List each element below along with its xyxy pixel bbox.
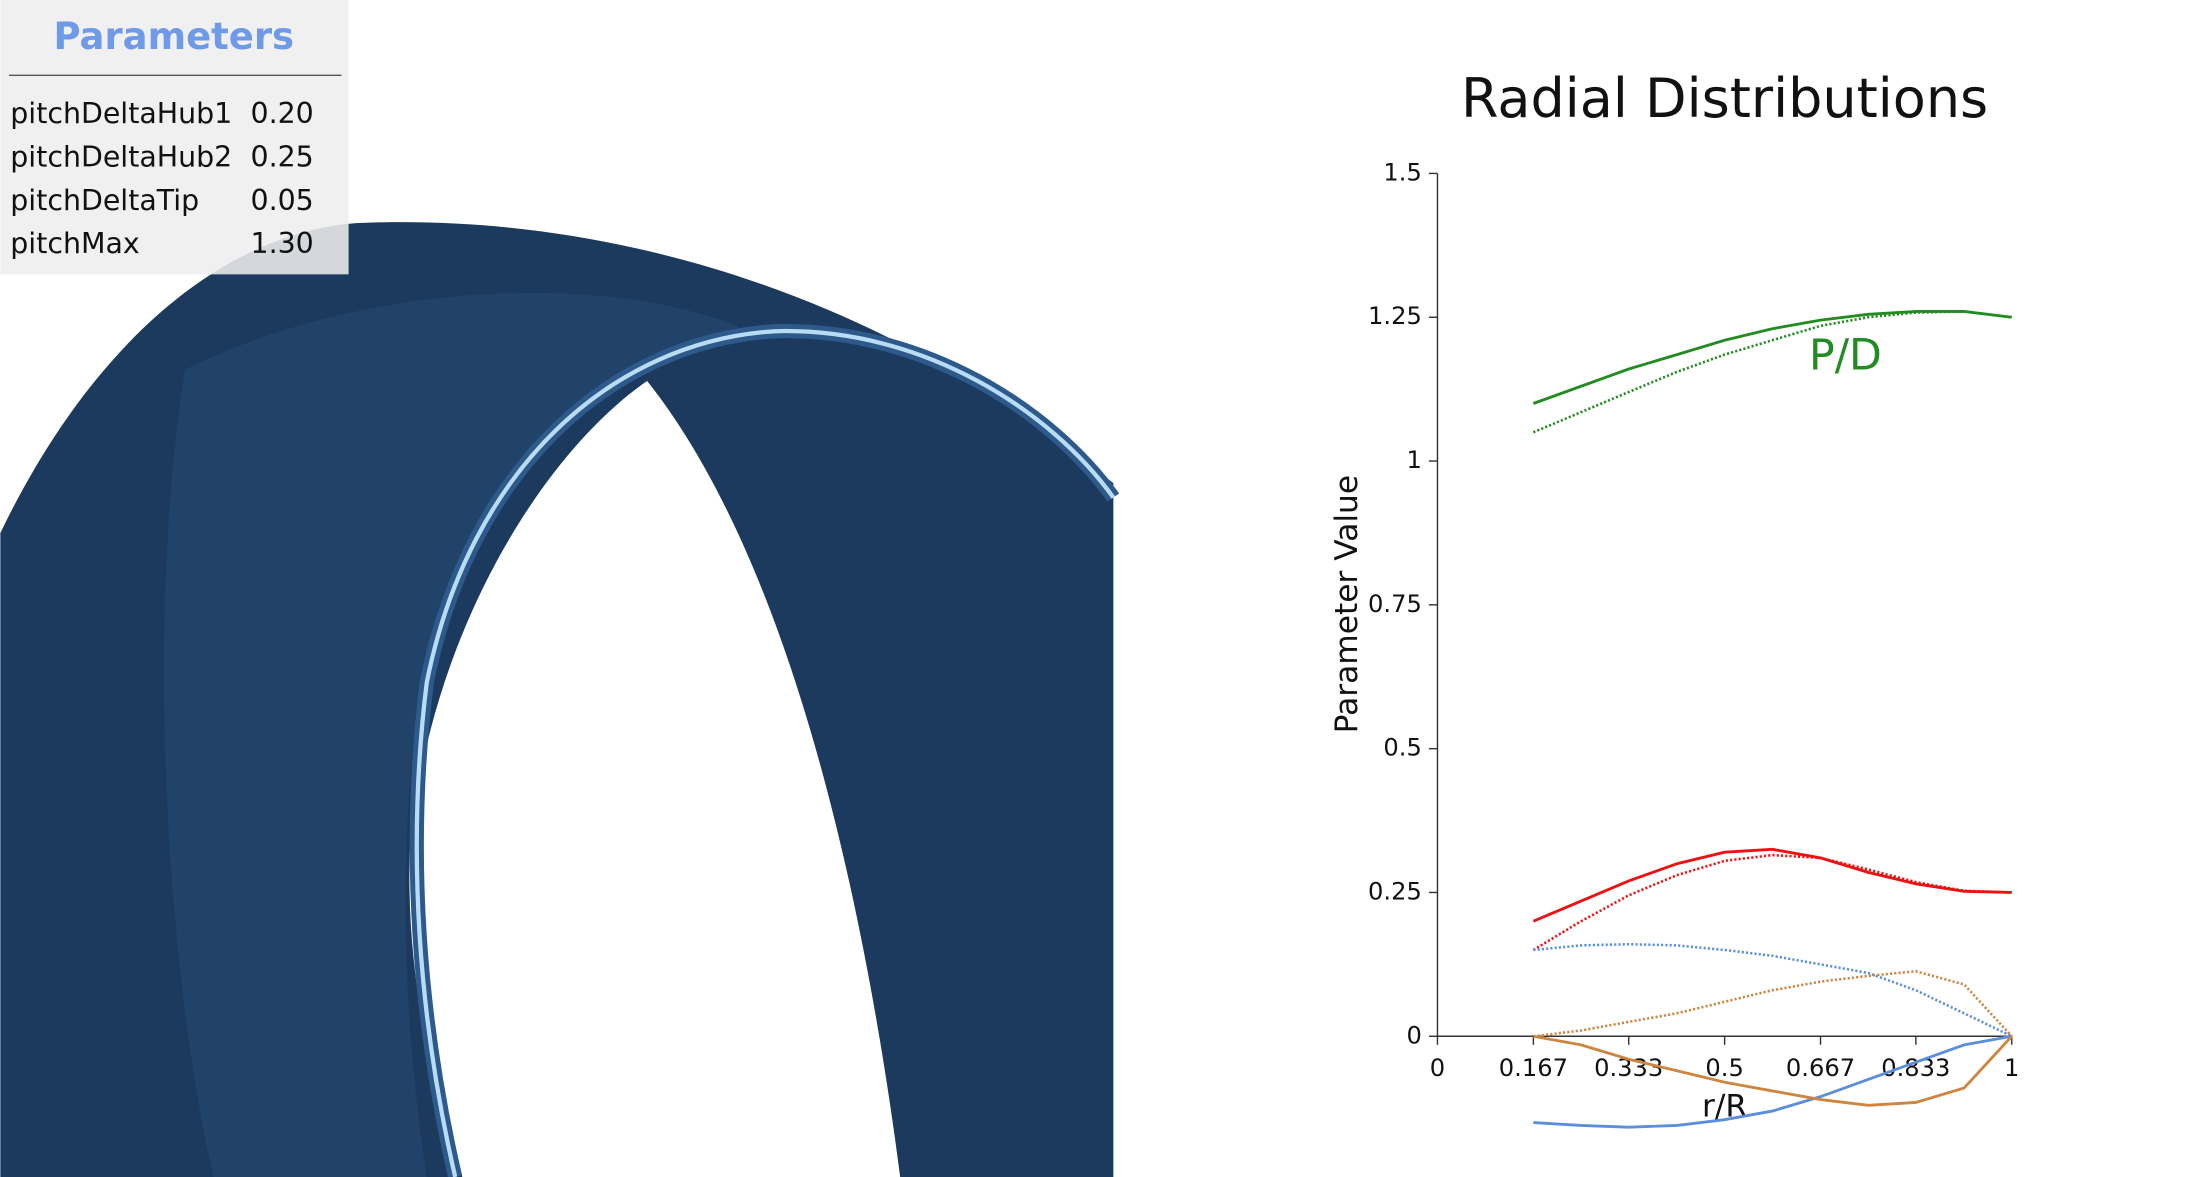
y-tick-label: 0.25 <box>1368 877 1422 905</box>
series-line <box>1532 310 2012 405</box>
x-tick-label: 0.5 <box>1705 1054 1743 1082</box>
y-tick-label: 0.75 <box>1368 590 1422 618</box>
param-name: pitchDeltaHub1 <box>10 97 232 130</box>
chart: Radial Distributions 0 0.25 0.5 0.75 1 1.25 1.5… <box>1329 67 2019 1129</box>
param-value: 0.25 <box>251 140 314 173</box>
series-line <box>1533 969 2013 1038</box>
param-value: 1.30 <box>251 227 314 260</box>
series-line <box>1533 1034 2013 1107</box>
series-line <box>1532 853 2012 952</box>
x-tick-label: 0 <box>1430 1054 1445 1082</box>
x-tick-label: 0.833 <box>1881 1054 1950 1082</box>
y-tick-label: 1.25 <box>1368 302 1422 330</box>
param-name: pitchDeltaHub2 <box>10 140 232 173</box>
y-axis-label: Parameter Value <box>1329 475 1365 733</box>
param-value: 0.05 <box>251 184 314 217</box>
chart-title: Radial Distributions <box>1461 67 1988 130</box>
x-tick-label: 0.667 <box>1786 1054 1855 1082</box>
param-value: 0.20 <box>251 97 314 130</box>
param-name: pitchMax <box>10 227 139 260</box>
blade-shade <box>164 292 740 1177</box>
param-name: pitchDeltaTip <box>10 184 199 217</box>
series-line <box>1533 1034 2013 1129</box>
y-tick-label: 0.5 <box>1383 734 1421 762</box>
parameters-panel: Parameters pitchDeltaHub1 0.20 pitchDeltaH… <box>0 0 349 275</box>
panel-title: Parameters <box>53 15 294 58</box>
blade-hole <box>409 380 901 1177</box>
series-line <box>1532 847 2012 923</box>
blade-highlight <box>414 329 1116 1177</box>
panel-background <box>0 0 349 275</box>
x-tick-label: 1 <box>2004 1054 2019 1082</box>
series-line <box>1532 310 2012 434</box>
series-line <box>1533 942 2013 1038</box>
x-tick-label: 0.167 <box>1499 1054 1568 1082</box>
y-tick-label: 0 <box>1406 1021 1421 1049</box>
y-tick-label: 1.5 <box>1383 158 1421 186</box>
blade-view <box>0 222 1120 1177</box>
y-tick-label: 1 <box>1406 446 1421 474</box>
annotation: P/D <box>1809 331 1882 381</box>
